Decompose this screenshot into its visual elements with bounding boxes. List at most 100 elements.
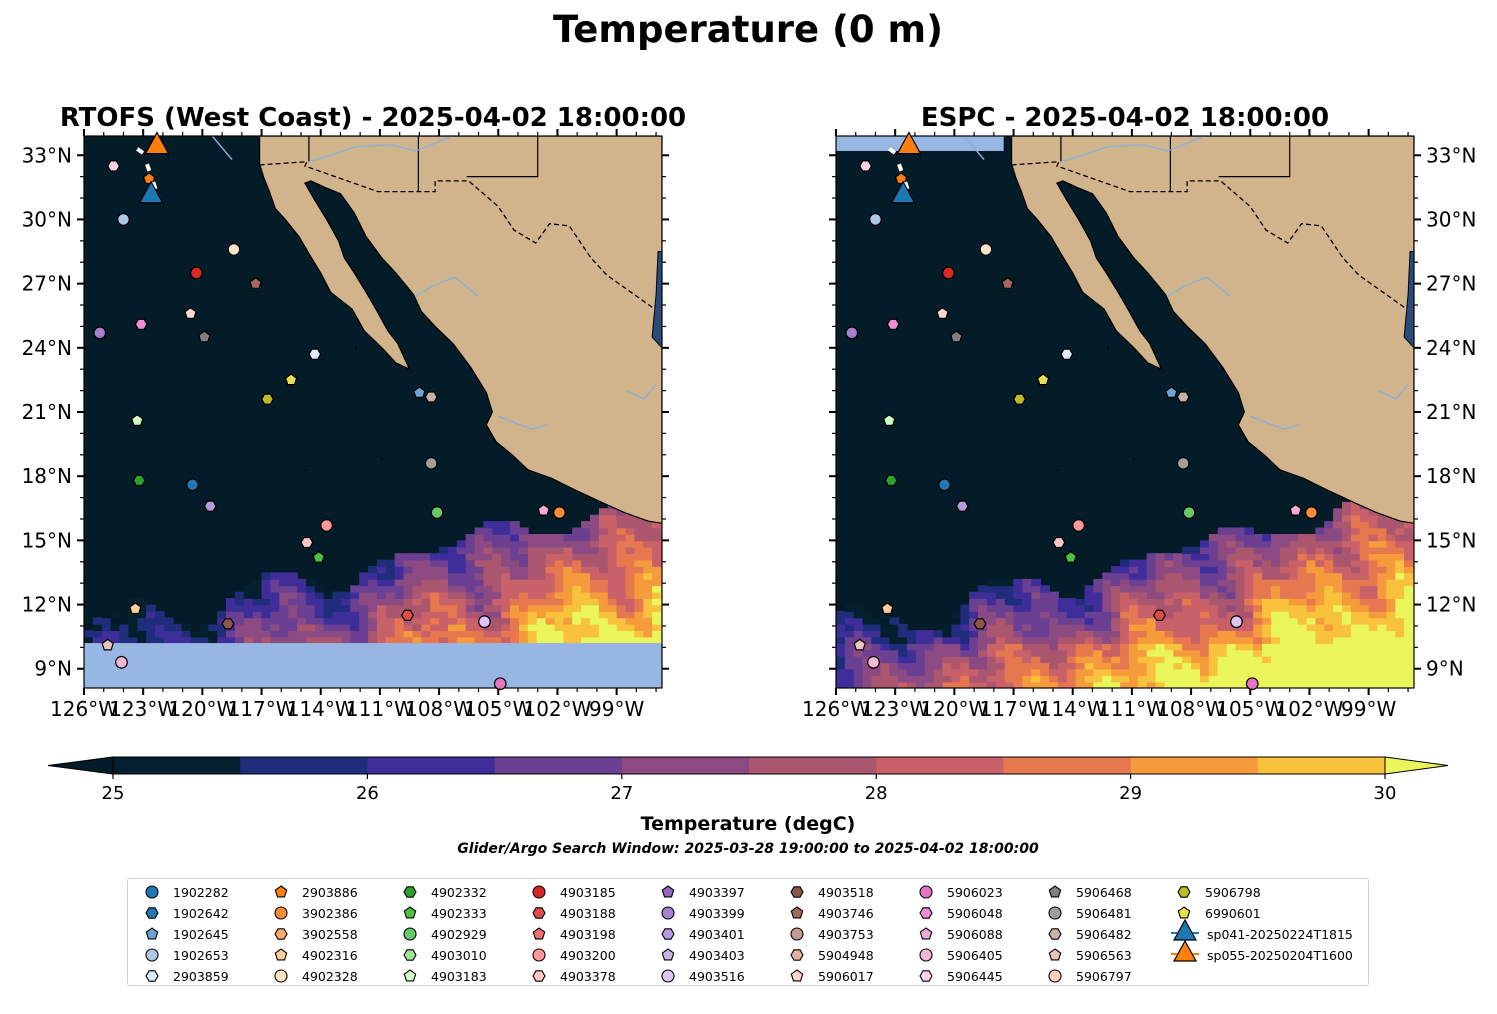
legend-item-5904948: 5904948: [784, 946, 874, 964]
legend-swatch: [661, 948, 675, 961]
float-marker-5906088: [537, 503, 550, 516]
legend-item-5906405: 5906405: [913, 946, 1003, 964]
legend-swatch: [790, 927, 804, 941]
legend-label: 1902642: [173, 905, 229, 921]
legend-item-4902328: 4902328: [268, 967, 358, 985]
x-tick-label: 120°W: [920, 697, 988, 721]
y-tick-label: 21°N: [22, 400, 72, 424]
float-marker-2903886: [894, 172, 908, 185]
legend-swatch: [403, 886, 417, 898]
legend-label: 4903010: [431, 947, 487, 963]
legend-hexagon-icon: [1048, 928, 1062, 940]
legend-item-4902332: 4902332: [397, 883, 487, 901]
float-marker-1902653: [869, 213, 882, 226]
float-marker-4903746: [1001, 277, 1014, 289]
legend-swatch: [919, 970, 933, 982]
legend-label: 5906017: [818, 968, 874, 984]
legend-label: 4903746: [818, 905, 874, 921]
y-tick-label: 15°N: [22, 528, 72, 552]
float-marker-1902282: [938, 478, 951, 492]
legend-swatch: [145, 927, 159, 940]
float-marker-1902645: [413, 386, 426, 398]
legend-label: 4902332: [431, 884, 487, 900]
legend-label: 5906481: [1076, 905, 1132, 921]
legend-item-5906445: 5906445: [913, 967, 1003, 985]
legend-swatch: [661, 906, 675, 920]
legend-label: 4903183: [431, 968, 487, 984]
legend-swatch: [1177, 906, 1191, 919]
x-tick-label: 117°W: [228, 697, 296, 721]
legend-hexagon-icon: [790, 949, 804, 961]
y-tick-label: 33°N: [1426, 143, 1476, 167]
float-marker-4903188: [401, 609, 414, 621]
glider-marker-sp041-20250224T1815: [138, 180, 164, 204]
x-tick-label: 123°W: [109, 697, 177, 721]
legend-item-4903746: 4903746: [784, 904, 874, 922]
legend-item-4903188: 4903188: [526, 904, 616, 922]
legend-swatch: [919, 948, 933, 962]
legend-label: 4902328: [302, 968, 358, 984]
legend-item-4902333: 4902333: [397, 904, 487, 922]
legend-circle-icon: [274, 969, 288, 983]
x-tick-label: 123°W: [861, 697, 929, 721]
legend-swatch: [661, 885, 675, 898]
float-marker-5906481: [424, 456, 438, 470]
x-tick-label: 114°W: [1039, 697, 1107, 721]
colorbar-over-extend: [1384, 756, 1449, 775]
x-tick-label: 126°W: [802, 697, 870, 721]
legend-item-1902282: 1902282: [139, 883, 229, 901]
legend-swatch: [403, 906, 417, 919]
legend-label: 4903516: [689, 968, 745, 984]
float-marker-4902332: [884, 474, 898, 487]
x-tick-label: 99°W: [1341, 697, 1396, 721]
markers-rtofs: [93, 131, 566, 691]
legend-label: 5906563: [1076, 947, 1132, 963]
legend-item-2903886: 2903886: [268, 883, 358, 901]
float-marker-5906023: [493, 677, 507, 691]
legend-swatch: [274, 885, 288, 898]
legend-swatch: [532, 948, 546, 962]
legend-label: 5906405: [947, 947, 1003, 963]
legend-pentagon-icon: [1048, 885, 1062, 898]
float-marker-4903188: [1153, 609, 1166, 621]
legend-pentagon-icon: [1177, 906, 1191, 919]
legend-hexagon-icon: [274, 928, 288, 940]
legend-item-5906017: 5906017: [784, 967, 874, 985]
legend-label: 5906468: [1076, 884, 1132, 900]
colorbar-tick-label: 27: [610, 783, 633, 804]
legend-label: 3902558: [302, 926, 358, 942]
legend-item-1902645: 1902645: [139, 925, 229, 943]
legend-swatch: [145, 907, 159, 919]
legend-item-4903198: 4903198: [526, 925, 616, 943]
legend-label: 5906048: [947, 905, 1003, 921]
float-marker-5906088: [1289, 503, 1302, 516]
legend-hexagon-icon: [145, 907, 159, 919]
legend-label: 1902653: [173, 947, 229, 963]
legend-label: 4903403: [689, 947, 745, 963]
float-marker-5906048: [134, 318, 148, 330]
legend-item-6990601: 6990601: [1171, 904, 1261, 922]
legend-hexagon-icon: [1177, 886, 1191, 898]
colorbar-label: Temperature (degC): [641, 813, 856, 835]
legend-swatch: [532, 927, 546, 940]
legend-swatch: [919, 885, 933, 899]
panel-title-espc: ESPC - 2025-04-02 18:00:00: [921, 103, 1329, 133]
legend-item-5906482: 5906482: [1042, 925, 1132, 943]
colorbar-segment: [749, 757, 877, 774]
colorbar-segment: [1003, 757, 1132, 774]
glider-marker-sp041-20250224T1815: [890, 180, 916, 204]
y-tick-label: 27°N: [22, 272, 72, 296]
legend-pentagon-icon: [1048, 948, 1062, 961]
float-marker-5906405: [115, 655, 128, 669]
float-marker-4903378: [300, 536, 314, 549]
legend-swatch: [790, 969, 804, 982]
markers-espc: [845, 131, 1318, 691]
float-marker-5906481: [1176, 456, 1190, 470]
legend-hexagon-icon: [790, 886, 804, 898]
legend-label: 5906445: [947, 968, 1003, 984]
legend-swatch: [1048, 906, 1062, 920]
legend-item-5906797: 5906797: [1042, 967, 1132, 985]
legend-label: 5906023: [947, 884, 1003, 900]
float-marker-5906482: [1176, 391, 1190, 403]
float-marker-4903200: [1072, 518, 1086, 532]
